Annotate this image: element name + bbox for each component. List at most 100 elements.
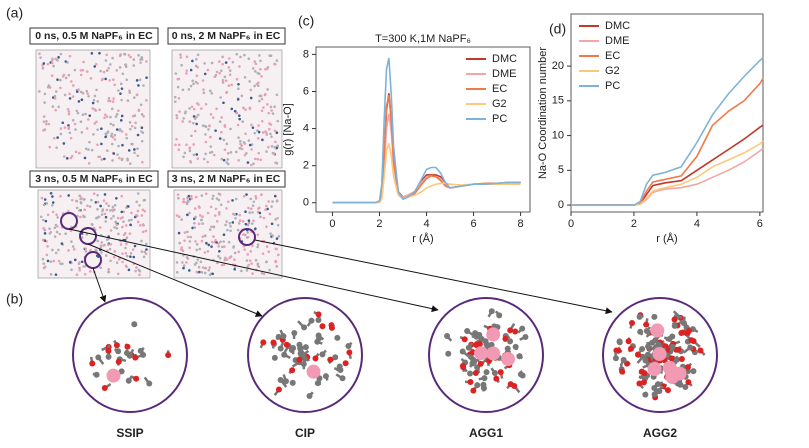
atom (63, 93, 67, 97)
atom (42, 129, 45, 132)
atom (245, 269, 249, 272)
atom (260, 97, 264, 101)
atom (108, 209, 112, 212)
atom (220, 245, 224, 249)
atom (139, 61, 142, 64)
atom (233, 258, 236, 262)
atom (49, 191, 53, 195)
atom (131, 321, 138, 328)
atom (684, 364, 691, 371)
atom (126, 352, 133, 359)
atom (75, 273, 79, 276)
atom (261, 131, 265, 134)
atom (182, 155, 185, 159)
atom (142, 223, 145, 227)
atom (238, 146, 242, 150)
atom (56, 225, 59, 228)
panel-label: (d) (549, 21, 566, 37)
atom (270, 339, 277, 346)
arrow (68, 228, 439, 313)
atom (200, 271, 204, 274)
atom (120, 87, 124, 90)
atom (186, 230, 189, 234)
atom (225, 161, 229, 164)
atom (236, 228, 240, 232)
atom (259, 215, 262, 219)
atom (227, 57, 231, 60)
y-tick-label: 6 (303, 85, 309, 97)
atom (643, 327, 650, 334)
atom (277, 253, 280, 257)
atom (59, 132, 63, 136)
atom (79, 215, 82, 219)
atom (249, 96, 253, 100)
atom (189, 84, 193, 88)
atom (276, 223, 280, 227)
atom (128, 91, 132, 94)
atom (262, 272, 266, 276)
atom (62, 73, 66, 77)
y-axis-label: Na-O Coordination number (537, 47, 549, 179)
atom (222, 233, 226, 237)
atom (115, 128, 119, 131)
atom (134, 121, 137, 125)
atom (94, 248, 98, 252)
cluster-label: AGG2 (643, 426, 677, 440)
atom (196, 113, 200, 117)
atom (179, 56, 183, 59)
atom (224, 79, 228, 82)
atom (143, 209, 147, 213)
atom (182, 266, 185, 270)
atom (224, 61, 228, 64)
atom (91, 107, 94, 110)
atom (98, 108, 101, 112)
atom (134, 213, 138, 217)
atom (114, 220, 117, 224)
atom (138, 78, 142, 82)
atom (94, 62, 98, 66)
atom (470, 359, 477, 366)
atom (233, 267, 236, 271)
atom (94, 201, 98, 204)
atom (117, 232, 120, 236)
atom (249, 88, 253, 92)
na-ion (486, 346, 501, 361)
atom (339, 375, 346, 382)
atom (140, 139, 144, 143)
atom (44, 219, 48, 223)
atom (208, 273, 212, 277)
atom (41, 257, 45, 261)
atom (234, 150, 238, 154)
atom (188, 269, 191, 272)
atom (522, 333, 529, 340)
x-tick-label: 0 (329, 218, 335, 230)
atom (240, 94, 244, 98)
atom (465, 344, 472, 351)
atom (268, 54, 272, 57)
atom (123, 52, 126, 56)
series-line (332, 143, 521, 204)
atom (141, 131, 145, 134)
atom (290, 345, 297, 352)
arrow (254, 239, 613, 315)
atom (96, 100, 100, 103)
atom (296, 356, 303, 363)
atom (308, 317, 315, 324)
atom (176, 193, 180, 196)
atom (251, 272, 254, 275)
atom (256, 262, 260, 266)
atom (190, 194, 193, 198)
legend-label: EC (605, 50, 620, 62)
atom (174, 72, 178, 75)
atom (78, 266, 81, 270)
atom (237, 136, 240, 139)
atom (119, 92, 122, 95)
highlight (238, 228, 256, 246)
cluster-label: CIP (295, 426, 315, 440)
atom (86, 92, 89, 95)
atom (202, 91, 206, 95)
atom (51, 203, 54, 207)
atom (100, 213, 104, 216)
atom (194, 240, 197, 243)
atom (142, 84, 145, 87)
